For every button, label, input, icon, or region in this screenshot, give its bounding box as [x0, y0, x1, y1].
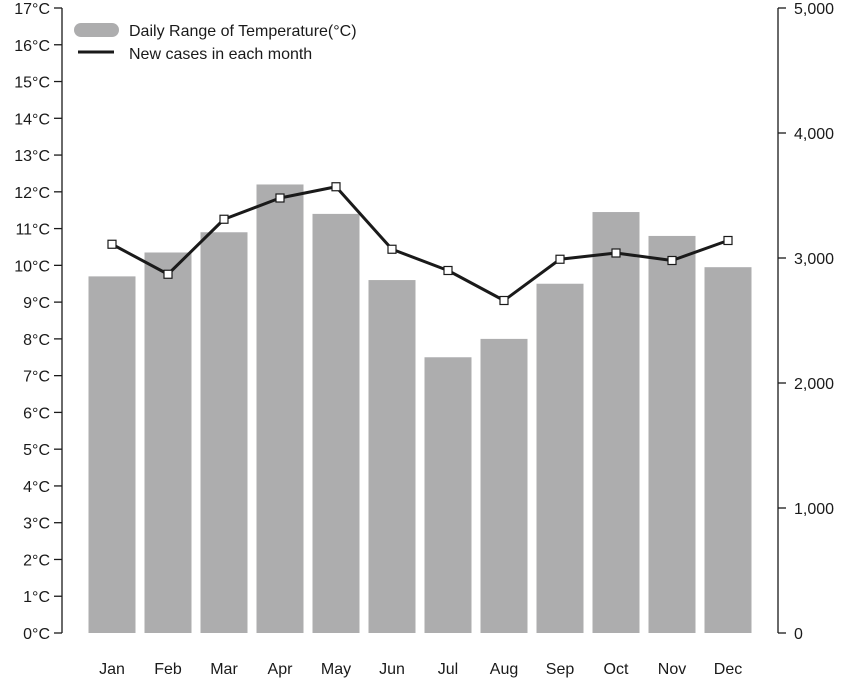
left-axis-tick-label: 4°C: [23, 479, 50, 496]
x-axis-tick-label: Dec: [714, 661, 742, 678]
cases-point-dec: [723, 235, 733, 246]
legend-bar-label: Daily Range of Temperature(°C): [129, 23, 357, 40]
right-axis-tick-label: 3,000: [794, 251, 834, 268]
left-axis-tick-label: 12°C: [14, 185, 50, 202]
x-axis-labels: Jan Feb Mar Apr May Jun Jul Aug Sep Oct Nov Dec: [99, 661, 742, 678]
cases-line: [111, 185, 729, 302]
bars-group: [88, 184, 752, 634]
cases-point-oct: [611, 248, 621, 258]
x-axis-tick-label: Jun: [379, 661, 405, 678]
left-axis-tick-label: 3°C: [23, 516, 50, 533]
x-axis-tick-label: May: [321, 661, 351, 678]
left-axis-tick-label: 6°C: [23, 405, 50, 422]
left-axis-tick-label: 8°C: [23, 332, 50, 349]
bar-aug: [480, 338, 528, 633]
bar-nov: [648, 235, 696, 634]
bar-may: [312, 213, 360, 633]
left-axis-tick-label: 11°C: [15, 222, 50, 239]
right-axis-tick-label: 4,000: [794, 126, 834, 143]
left-axis-tick-label: 5°C: [23, 442, 50, 459]
left-axis-tick-label: 16°C: [14, 38, 50, 55]
cases-point-aug: [499, 295, 509, 306]
x-axis-tick-label: Jul: [438, 661, 458, 678]
cases-point-may: [331, 182, 341, 192]
left-axis-tick-label: 2°C: [23, 552, 50, 569]
x-axis-tick-label: Mar: [210, 661, 238, 678]
cases-point-jan: [107, 239, 117, 249]
bar-jul: [424, 357, 472, 633]
legend-line-label: New cases in each month: [129, 46, 312, 63]
left-axis-tick-label: 17°C: [14, 1, 50, 18]
x-axis-tick-label: Nov: [658, 661, 686, 678]
right-axis-tick-label: 1,000: [794, 501, 834, 518]
left-axis: 0°C 1°C 2°C 3°C 4°C 5°C 6°C 7°C 8°C 9°C 10°C 11°C 12…: [14, 1, 63, 643]
legend: Daily Range of Temperature(°C) New cases…: [74, 23, 357, 63]
right-axis-tick-label: 0: [794, 626, 803, 643]
x-axis-tick-label: Feb: [154, 661, 182, 678]
left-axis-tick-label: 1°C: [23, 589, 50, 606]
bar-oct: [592, 212, 640, 633]
x-axis-tick-label: Jan: [99, 661, 125, 678]
bar-feb: [144, 252, 192, 633]
bar-dec: [704, 267, 752, 633]
bar-mar: [200, 232, 248, 633]
cases-point-sep: [555, 254, 565, 264]
left-axis-tick-label: 13°C: [14, 148, 50, 165]
cases-point-apr: [275, 193, 285, 203]
left-axis-tick-label: 0°C: [23, 626, 50, 643]
right-axis-tick-label: 2,000: [794, 376, 834, 393]
cases-point-mar: [219, 214, 229, 224]
left-axis-tick-label: 14°C: [14, 111, 50, 128]
left-axis-tick-label: 15°C: [14, 75, 50, 92]
left-axis-tick-label: 7°C: [23, 369, 50, 386]
cases-point-jun: [387, 244, 397, 254]
x-axis-tick-label: Apr: [268, 661, 294, 678]
x-axis-tick-label: Aug: [490, 661, 518, 678]
line-series: [107, 182, 733, 306]
x-axis-tick-label: Oct: [604, 661, 629, 678]
cases-point-feb: [163, 269, 173, 279]
bar-jun: [368, 280, 416, 633]
legend-bar-swatch: [74, 23, 119, 37]
left-axis-tick-label: 10°C: [14, 258, 50, 275]
right-axis-tick-label: 5,000: [794, 1, 834, 18]
left-axis-tick-label: 9°C: [23, 295, 50, 312]
bar-sep: [536, 283, 584, 633]
cases-point-jul: [443, 265, 453, 276]
cases-point-nov: [667, 255, 677, 266]
bar-jan: [88, 276, 136, 633]
x-axis-tick-label: Sep: [546, 661, 575, 678]
right-axis: 0 1,000 2,000 3,000 4,000 5,000: [777, 1, 834, 643]
bar-apr: [256, 184, 304, 633]
